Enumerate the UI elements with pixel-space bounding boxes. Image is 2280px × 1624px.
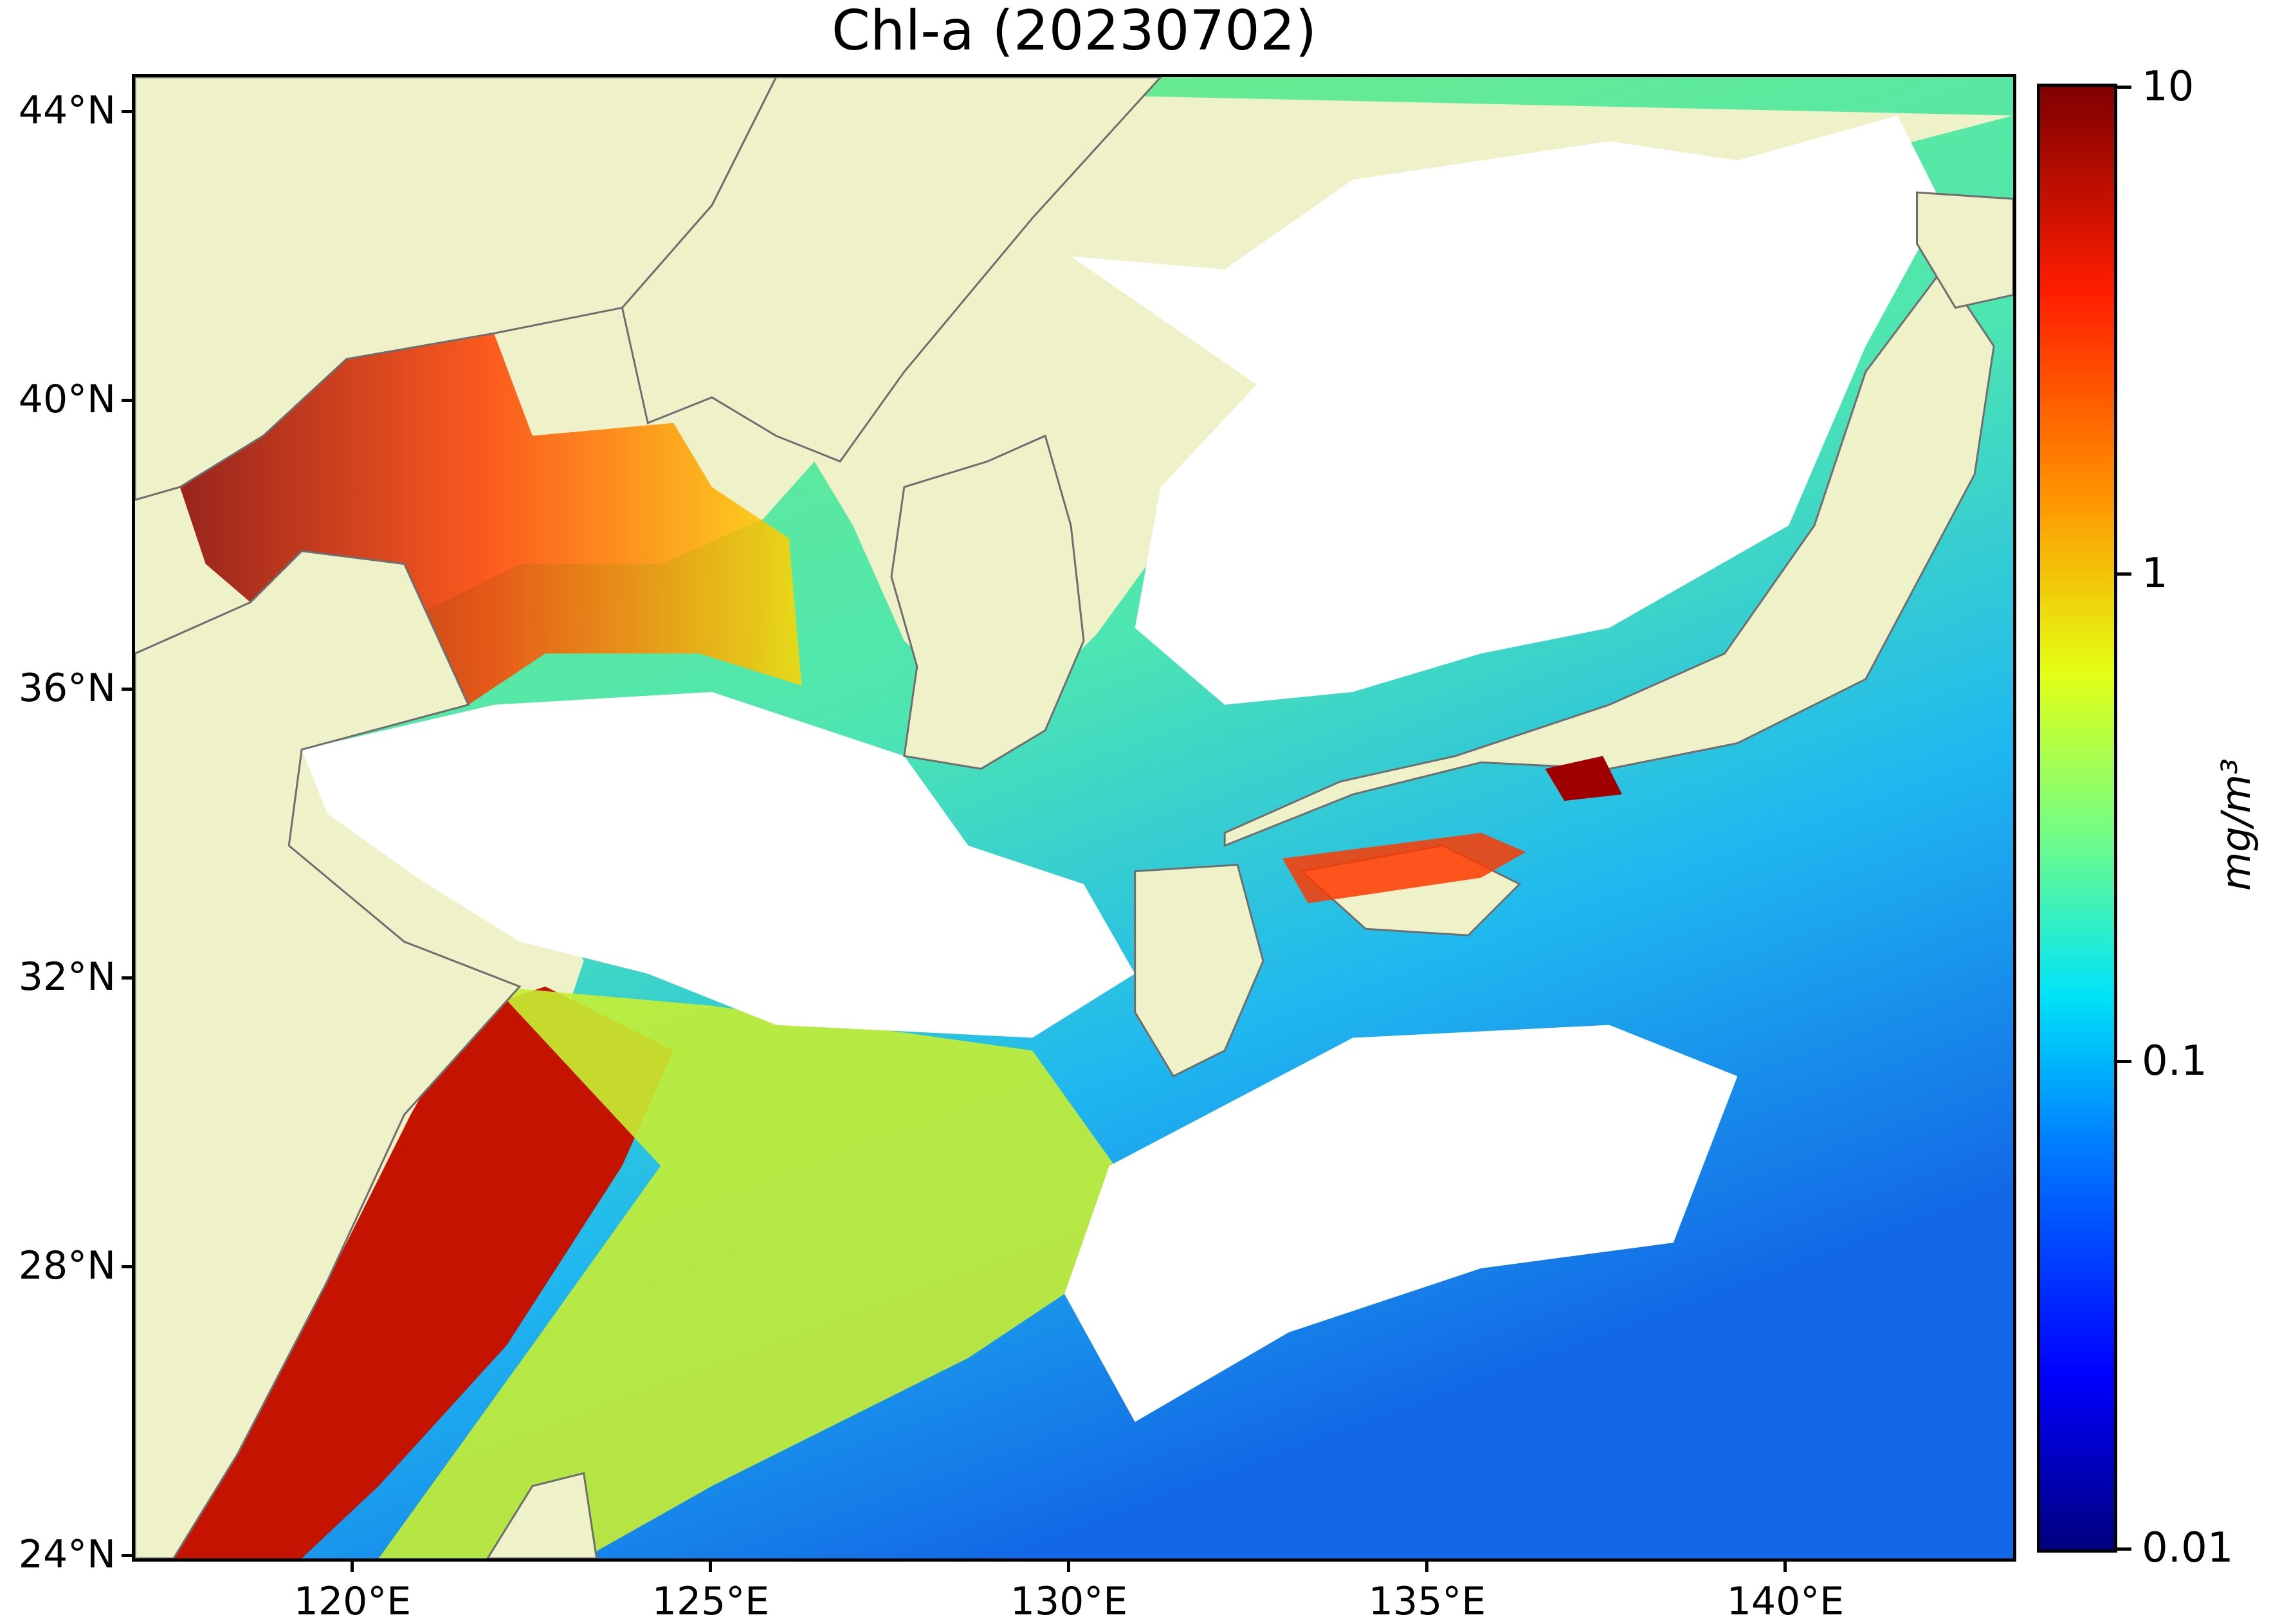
lat-label: 24°N [18, 1532, 116, 1577]
lon-tick [709, 1562, 712, 1572]
east-china-shelf [378, 986, 1161, 1558]
cloud-mask-pacific [1064, 1025, 1738, 1422]
lon-label: 135°E [1368, 1579, 1486, 1624]
colorbar-tick [2117, 1060, 2131, 1063]
china-mainland-land [135, 77, 778, 1558]
japan-kyushu-land [1134, 864, 1264, 1078]
colorbar-label: 10 [2142, 63, 2194, 111]
hokkaido-land [1916, 191, 2013, 309]
lon-label: 130°E [1010, 1579, 1128, 1624]
colorbar-label: 1 [2142, 550, 2168, 598]
lon-label: 140°E [1726, 1579, 1845, 1624]
taiwan-land [486, 1472, 598, 1558]
colorbar-tick [2117, 86, 2131, 89]
lat-label: 40°N [18, 377, 116, 422]
korea-peninsula-land [890, 434, 1085, 770]
seto-inland-sea-bloom [1282, 832, 1526, 904]
lon-tick [351, 1562, 354, 1572]
lat-tick [122, 399, 132, 402]
lon-label: 120°E [293, 1579, 412, 1624]
lat-label: 36°N [18, 666, 116, 711]
colorbar-unit: mg/m³ [2212, 758, 2259, 891]
chart-title: Chl-a (20230702) [831, 0, 1317, 63]
lat-tick [122, 1554, 132, 1557]
lon-label: 125°E [652, 1579, 770, 1624]
east-china-coastal-bloom [173, 986, 674, 1558]
lat-label: 32°N [18, 954, 116, 999]
chlorophyll-map [132, 74, 2016, 1562]
lat-label: 28°N [18, 1243, 116, 1288]
lat-label: 44°N [18, 88, 116, 133]
cloud-mask-japan-sea [1071, 115, 1943, 705]
colorbar-label: 0.1 [2142, 1037, 2207, 1085]
ise-bay-bloom [1545, 756, 1623, 801]
lat-tick [122, 688, 132, 691]
lon-tick [1067, 1562, 1070, 1572]
lon-tick [1425, 1562, 1428, 1572]
colorbar-label: 0.01 [2142, 1524, 2234, 1572]
lat-tick [122, 976, 132, 980]
lat-tick [122, 1265, 132, 1268]
colorbar-tick [2117, 1547, 2131, 1551]
bohai-sea-region [179, 333, 802, 705]
lon-tick [1783, 1562, 1787, 1572]
colorbar-tick [2117, 572, 2131, 576]
cloud-mask-yellow-sea [302, 691, 1135, 1038]
map-canvas [135, 77, 2013, 1558]
lat-tick [122, 110, 132, 113]
colorbar [2037, 84, 2117, 1553]
